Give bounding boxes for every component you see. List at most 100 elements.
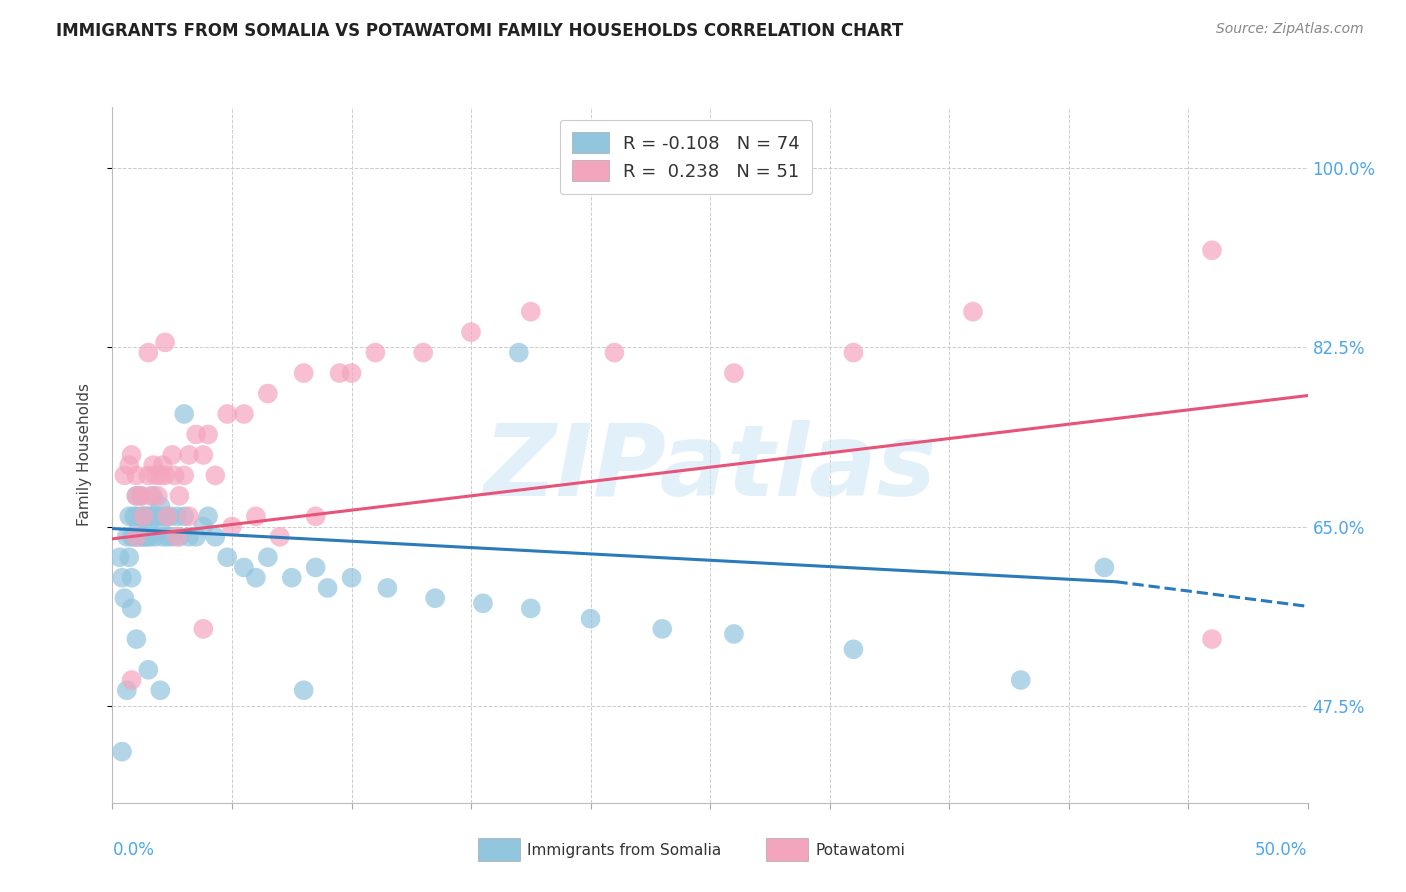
Point bbox=[121, 673, 143, 687]
Point bbox=[173, 509, 195, 524]
Point bbox=[217, 550, 239, 565]
Point bbox=[257, 550, 280, 565]
Point bbox=[132, 509, 155, 524]
Text: ZIPatlas: ZIPatlas bbox=[484, 420, 936, 517]
Point bbox=[340, 366, 363, 380]
Point bbox=[162, 530, 183, 544]
Point bbox=[129, 489, 152, 503]
Point bbox=[159, 509, 181, 524]
Point bbox=[197, 427, 219, 442]
Point bbox=[139, 530, 162, 544]
Point bbox=[364, 345, 387, 359]
Point bbox=[603, 345, 626, 359]
Point bbox=[316, 581, 339, 595]
Point bbox=[281, 571, 304, 585]
Point bbox=[204, 468, 226, 483]
Legend: R = -0.108   N = 74, R =  0.238   N = 51: R = -0.108 N = 74, R = 0.238 N = 51 bbox=[560, 120, 813, 194]
Point bbox=[723, 627, 745, 641]
Point bbox=[153, 468, 176, 483]
Point bbox=[221, 519, 243, 533]
Point bbox=[125, 530, 148, 544]
Point bbox=[138, 468, 160, 483]
Point bbox=[118, 458, 141, 472]
Point bbox=[257, 386, 280, 401]
Point bbox=[186, 530, 208, 544]
Point bbox=[193, 519, 215, 533]
Point bbox=[146, 489, 169, 503]
Point bbox=[122, 509, 145, 524]
Text: Source: ZipAtlas.com: Source: ZipAtlas.com bbox=[1216, 22, 1364, 37]
Point bbox=[245, 509, 267, 524]
Point bbox=[129, 509, 152, 524]
Point bbox=[304, 560, 326, 574]
Point bbox=[232, 407, 256, 421]
Point bbox=[173, 407, 195, 421]
Point bbox=[149, 468, 172, 483]
Point bbox=[146, 509, 169, 524]
Point bbox=[135, 509, 157, 524]
Point bbox=[138, 663, 160, 677]
Text: Potawatomi: Potawatomi bbox=[815, 843, 905, 857]
Point bbox=[193, 448, 215, 462]
Point bbox=[118, 509, 141, 524]
Point bbox=[149, 499, 172, 513]
Point bbox=[135, 530, 157, 544]
Point bbox=[128, 519, 150, 533]
Point bbox=[204, 530, 226, 544]
Point bbox=[962, 304, 984, 318]
Point bbox=[138, 509, 160, 524]
Point bbox=[304, 509, 326, 524]
Point bbox=[122, 530, 145, 544]
Point bbox=[115, 683, 138, 698]
Point bbox=[108, 550, 131, 565]
Point bbox=[292, 366, 315, 380]
Text: 0.0%: 0.0% bbox=[112, 841, 155, 859]
Point bbox=[842, 642, 865, 657]
Point bbox=[132, 530, 155, 544]
Point bbox=[138, 519, 160, 533]
Point bbox=[139, 509, 162, 524]
Point bbox=[1092, 560, 1115, 574]
Point bbox=[125, 468, 148, 483]
Point bbox=[1201, 244, 1223, 258]
Point bbox=[145, 468, 167, 483]
Point bbox=[166, 530, 188, 544]
Point bbox=[156, 509, 179, 524]
Point bbox=[520, 304, 543, 318]
Point bbox=[121, 530, 143, 544]
Point bbox=[125, 509, 148, 524]
Point bbox=[508, 345, 530, 359]
Point bbox=[129, 489, 152, 503]
Point bbox=[340, 571, 363, 585]
Point bbox=[579, 612, 602, 626]
Point bbox=[1201, 632, 1223, 646]
Point bbox=[412, 345, 434, 359]
Point bbox=[193, 622, 215, 636]
Point bbox=[125, 530, 148, 544]
Point bbox=[111, 745, 134, 759]
Point bbox=[145, 530, 167, 544]
Point bbox=[111, 571, 134, 585]
Point bbox=[152, 530, 174, 544]
Point bbox=[125, 489, 148, 503]
Point bbox=[114, 468, 135, 483]
Point bbox=[121, 448, 143, 462]
Point bbox=[142, 458, 165, 472]
Point bbox=[328, 366, 352, 380]
Point bbox=[723, 366, 745, 380]
Point bbox=[425, 591, 447, 606]
Point bbox=[166, 509, 188, 524]
Y-axis label: Family Households: Family Households bbox=[77, 384, 91, 526]
Point bbox=[162, 448, 183, 462]
Point bbox=[125, 632, 148, 646]
Point bbox=[139, 489, 162, 503]
Point bbox=[177, 530, 200, 544]
Point bbox=[163, 468, 186, 483]
Point bbox=[520, 601, 543, 615]
Point bbox=[1010, 673, 1032, 687]
Point bbox=[149, 519, 172, 533]
Point bbox=[153, 509, 176, 524]
Point bbox=[125, 489, 148, 503]
Point bbox=[152, 458, 174, 472]
Point bbox=[145, 509, 167, 524]
